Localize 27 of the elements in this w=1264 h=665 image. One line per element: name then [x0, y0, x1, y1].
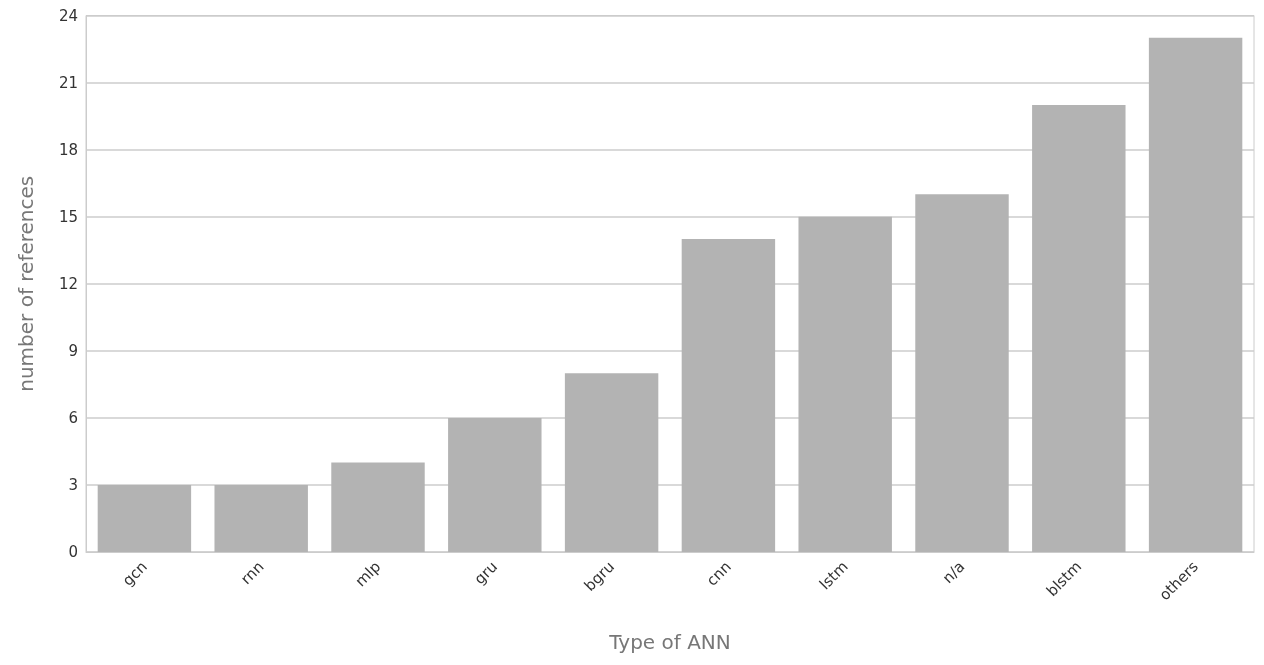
x-tick-label: n/a	[938, 557, 969, 588]
y-tick-label: 3	[68, 475, 78, 494]
bar	[1148, 37, 1243, 552]
y-tick-label: 21	[58, 73, 78, 92]
y-tick-label: 12	[58, 274, 78, 293]
x-tick-label: rnn	[237, 557, 268, 588]
bar	[448, 417, 542, 552]
x-tick-label: cnn	[702, 557, 735, 590]
y-tick-label: 9	[68, 341, 78, 360]
bar	[97, 484, 192, 552]
bar	[915, 194, 1009, 552]
bar	[681, 239, 776, 552]
y-axis-title: number of references	[14, 175, 38, 392]
x-tick-label: mlp	[351, 557, 385, 591]
x-tick-label: gcn	[118, 557, 151, 590]
bar	[564, 373, 659, 552]
bar	[1032, 104, 1126, 552]
x-tick-label: gru	[470, 557, 502, 589]
y-tick-label: 18	[58, 140, 78, 159]
bar	[331, 462, 425, 552]
bar	[798, 216, 892, 552]
y-tick-label: 15	[58, 207, 78, 226]
bar	[214, 484, 308, 552]
y-tick-label: 24	[58, 6, 78, 25]
y-tick-label: 0	[68, 543, 78, 561]
x-axis-title: Type of ANN	[608, 630, 731, 654]
y-tick-label: 6	[68, 408, 78, 427]
